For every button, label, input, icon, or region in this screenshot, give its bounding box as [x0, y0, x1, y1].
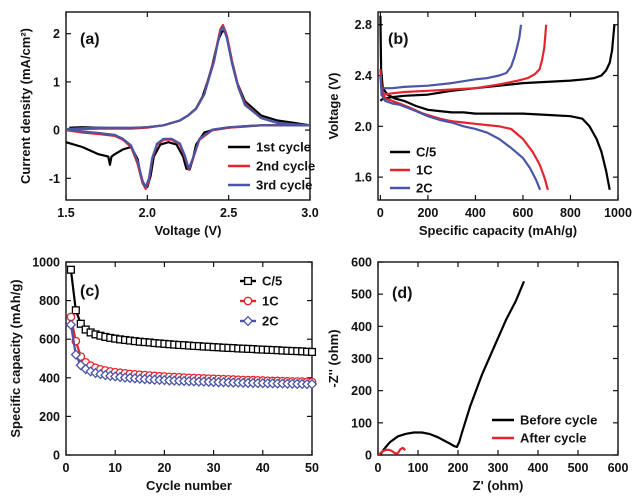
- y-tick-label: 1.6: [355, 171, 372, 185]
- y-tick-label: 500: [351, 288, 372, 302]
- panel-c: 0 10 20 30 40 50 0 200 400 600 800 1000 Cycle number…: [8, 256, 319, 494]
- y-tick-label: 600: [39, 333, 60, 347]
- y-tick-label: 2: [53, 27, 60, 41]
- x-tick-label: 0: [377, 206, 384, 220]
- x-tick-label: 300: [488, 461, 509, 475]
- panel-label: (a): [80, 31, 100, 48]
- plot-frame: [65, 261, 313, 456]
- series-c-5-point: [76, 319, 85, 328]
- y-tick-label: 1000: [32, 256, 60, 270]
- y-tick-label: 2.4: [355, 69, 372, 83]
- y-tick-label: 200: [39, 410, 60, 424]
- y-tick-label: 0: [53, 449, 60, 463]
- plot-frame: [377, 11, 619, 201]
- x-tick-label: 200: [417, 206, 438, 220]
- panel-b: 0 200 400 600 800 1000 1.6 2.0 2.4 2.8 Specific ca…: [326, 11, 632, 238]
- legend-after-cycle-label: After cycle: [520, 431, 586, 446]
- y-tick-label: 0: [53, 124, 60, 138]
- y-axis-title: Specific capacity (mAh/g): [8, 279, 23, 437]
- x-tick-label: 400: [528, 461, 549, 475]
- x-tick-label: 500: [568, 461, 589, 475]
- legend-3rd-cycle-label: 3rd cycle: [256, 178, 312, 193]
- legend-1c-label: 1C: [262, 294, 279, 309]
- panel-label: (c): [80, 283, 100, 300]
- x-tick-label: 2.0: [139, 206, 156, 220]
- x-axis-title: Z' (ohm): [473, 478, 524, 493]
- y-tick-label: 400: [351, 320, 372, 334]
- series-3rd-cycle-line: [66, 25, 310, 189]
- series-c-5-point: [307, 347, 317, 356]
- y-tick-label: 1: [53, 75, 60, 89]
- x-tick-label: 10: [108, 461, 122, 475]
- legend-1c-label: 1C: [416, 163, 433, 178]
- legend-c-5-label: C/5: [416, 145, 436, 160]
- legend-2c-label: 2C: [262, 314, 279, 329]
- x-tick-label: 20: [157, 461, 171, 475]
- legend-2c-marker: [242, 315, 254, 327]
- y-tick-label: 2.8: [355, 18, 372, 32]
- series-c-5-point: [66, 265, 75, 274]
- x-tick-label: 1000: [604, 206, 632, 220]
- x-axis-title: Cycle number: [146, 478, 232, 493]
- series-2c-point: [306, 378, 318, 390]
- x-tick-label: 50: [305, 461, 319, 475]
- series-2c-point: [65, 319, 77, 330]
- panel-a: 1.5 2.0 2.5 3.0 -1 0 1 2 Voltage (V) Current dens…: [18, 11, 319, 238]
- x-tick-label: 3.0: [301, 206, 318, 220]
- x-tick-label: 800: [560, 206, 581, 220]
- y-tick-label: 400: [39, 371, 60, 385]
- series-before-cycle-line: [379, 280, 526, 455]
- y-axis-title: -Z'' (ohm): [326, 329, 341, 387]
- x-tick-label: 100: [408, 461, 429, 475]
- series-1c-charge-line: [380, 24, 548, 96]
- x-tick-label: 200: [448, 461, 469, 475]
- legend-c-5-label: C/5: [262, 274, 282, 289]
- legend-before-cycle-label: Before cycle: [520, 413, 597, 428]
- panel-d: 0 100 200 300 400 500 600 0 100 200 300 400 500 600 Z'…: [326, 256, 628, 494]
- series-1c-discharge-line: [379, 69, 549, 191]
- panel-label: (b): [388, 31, 408, 48]
- series-c-5-point: [71, 306, 80, 315]
- y-axis-title: Current density (mA/cm²): [18, 28, 33, 184]
- x-tick-label: 0: [63, 461, 70, 475]
- x-tick-label: 400: [465, 206, 486, 220]
- x-tick-label: 40: [256, 461, 270, 475]
- x-tick-label: 600: [608, 461, 629, 475]
- series-after-cycle-line: [378, 446, 406, 455]
- panel-label: (d): [392, 285, 412, 302]
- legend-c-5-marker: [243, 276, 253, 286]
- legend-1st-cycle-label: 1st cycle: [256, 140, 311, 155]
- x-tick-label: 2.5: [220, 206, 237, 220]
- series-c-5-discharge-line: [379, 15, 611, 191]
- series-2c-discharge-line: [379, 75, 542, 191]
- legend-1c-marker: [243, 296, 253, 306]
- x-tick-label: 0: [375, 461, 382, 475]
- x-tick-label: 30: [207, 461, 221, 475]
- y-tick-label: 600: [351, 256, 372, 270]
- y-tick-label: 300: [351, 352, 372, 366]
- y-tick-label: 100: [351, 416, 372, 430]
- y-axis-title: Voltage (V): [326, 73, 341, 140]
- series-c-5-charge-line: [379, 24, 616, 102]
- y-tick-label: 200: [351, 384, 372, 398]
- x-tick-label: 1.5: [57, 206, 74, 220]
- legend-2c-label: 2C: [416, 181, 433, 196]
- legend-2nd-cycle-label: 2nd cycle: [256, 159, 315, 174]
- x-axis-title: Voltage (V): [155, 223, 222, 238]
- series-2c-point: [80, 363, 91, 375]
- y-tick-label: 2.0: [355, 120, 372, 134]
- y-tick-label: 800: [39, 294, 60, 308]
- x-axis-title: Specific capacity (mAh/g): [419, 223, 577, 238]
- x-tick-label: 600: [513, 206, 534, 220]
- y-tick-label: 0: [365, 449, 372, 463]
- y-tick-label: -1: [49, 172, 60, 186]
- series-2c-charge-line: [380, 24, 523, 90]
- series-2c-point: [70, 349, 82, 360]
- plot-frame: [65, 11, 311, 201]
